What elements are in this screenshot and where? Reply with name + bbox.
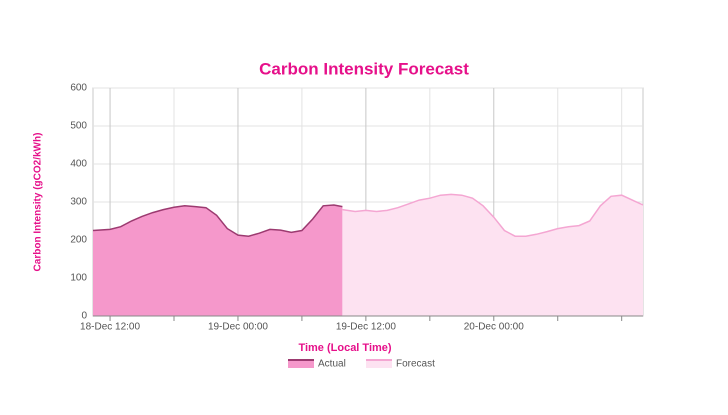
x-tick-label: 19-Dec 00:00 [208, 322, 268, 333]
y-axis-label: Carbon Intensity (gCO2/kWh) [33, 133, 44, 272]
area-fill [93, 205, 343, 316]
legend-label: Actual [318, 359, 346, 370]
area-line [342, 193, 644, 237]
chart-title: Carbon Intensity Forecast [259, 59, 469, 78]
y-tick-label: 300 [70, 197, 87, 208]
y-tick-label: 0 [81, 311, 87, 322]
x-tick-label: 18-Dec 12:00 [80, 322, 140, 333]
y-tick-label: 200 [70, 235, 87, 246]
y-tick-label: 500 [70, 121, 87, 132]
legend-label: Forecast [396, 359, 435, 370]
area-fill [342, 194, 643, 316]
x-tick-label: 20-Dec 00:00 [464, 322, 524, 333]
legend-swatch [366, 360, 392, 368]
x-axis-label: Time (Local Time) [298, 342, 391, 354]
area-line [92, 204, 343, 237]
legend-swatch [288, 360, 314, 368]
y-tick-label: 100 [70, 273, 87, 284]
x-tick-label: 19-Dec 12:00 [336, 322, 396, 333]
y-tick-label: 600 [70, 83, 87, 94]
y-tick-label: 400 [70, 159, 87, 170]
